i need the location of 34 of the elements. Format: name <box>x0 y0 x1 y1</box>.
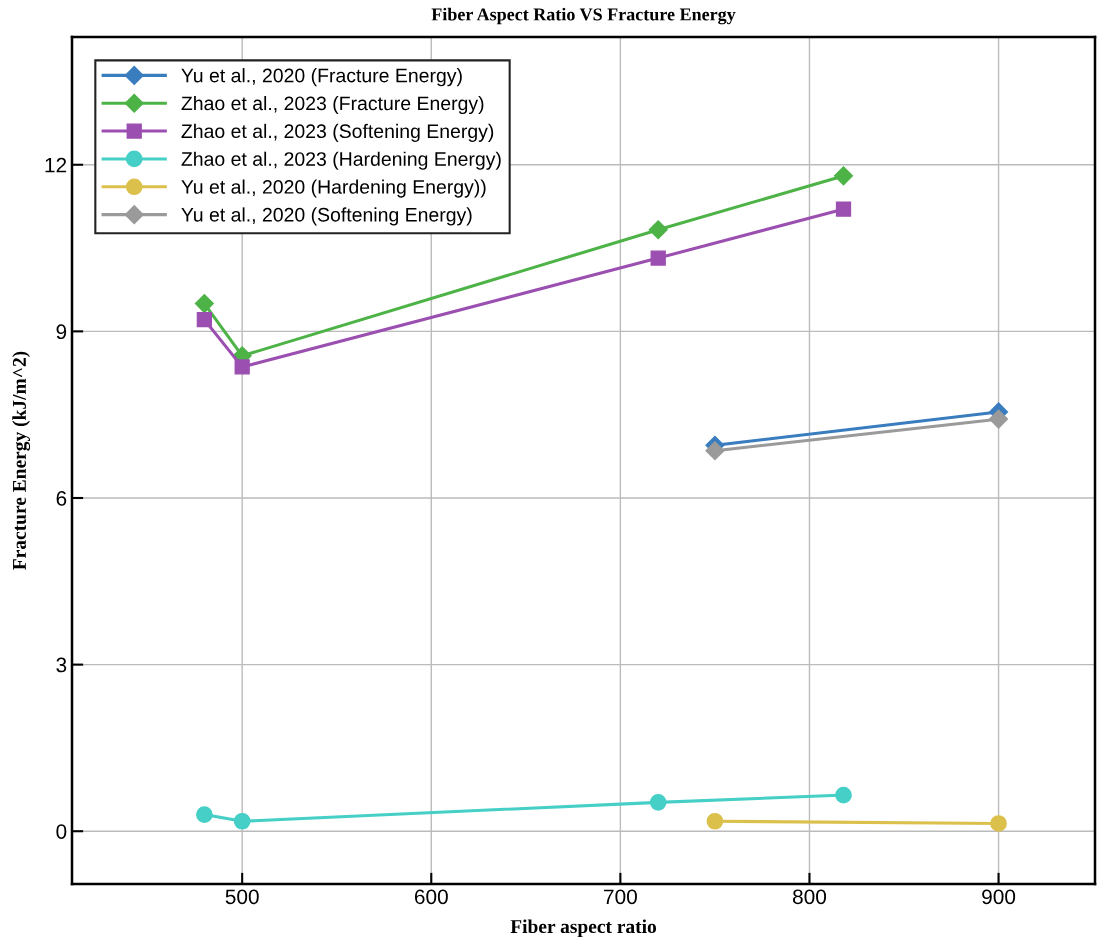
point <box>835 201 852 217</box>
legend-label: Yu et al., 2020 (Softening Energy) <box>181 207 472 226</box>
point <box>650 250 666 266</box>
point <box>705 441 725 461</box>
point <box>835 786 852 804</box>
y-axis-title: Fracture Energy (kJ/m^2) <box>12 351 31 570</box>
legend-label: Yu et al., 2020 (Fracture Energy) <box>181 68 462 87</box>
y-tick-label: 9 <box>56 324 67 340</box>
legend-label: Zhao et al., 2023 (Fracture Energy) <box>181 95 484 115</box>
point <box>196 312 213 328</box>
x-tick-label: 600 <box>414 889 448 905</box>
y-tick-label: 6 <box>56 490 67 506</box>
y-tick-label: 12 <box>45 157 67 173</box>
x-tick-label: 700 <box>604 889 637 905</box>
point <box>833 166 854 186</box>
x-tick-label: 800 <box>792 889 827 905</box>
x-axis-title: Fiber aspect ratio <box>510 919 657 938</box>
point <box>234 359 250 375</box>
x-tick-label: 900 <box>982 889 1016 905</box>
legend-label: Yu et al., 2020 (Hardening Energy)) <box>181 179 486 198</box>
point <box>649 794 667 811</box>
legend-label: Zhao et al., 2023 (Softening Energy) <box>181 123 494 142</box>
x-tick-label: 500 <box>225 889 259 905</box>
point <box>194 294 214 314</box>
point <box>706 812 724 830</box>
point <box>990 815 1007 832</box>
y-tick-label: 0 <box>56 824 67 839</box>
point <box>989 409 1009 429</box>
point <box>648 220 668 240</box>
point <box>233 812 251 830</box>
y-tick-label: 3 <box>56 657 67 673</box>
point <box>196 806 213 823</box>
chart-title: Fiber Aspect Ratio VS Fracture Energy <box>431 7 736 25</box>
legend-label: Zhao et al., 2023 (Hardening Energy) <box>181 151 501 170</box>
